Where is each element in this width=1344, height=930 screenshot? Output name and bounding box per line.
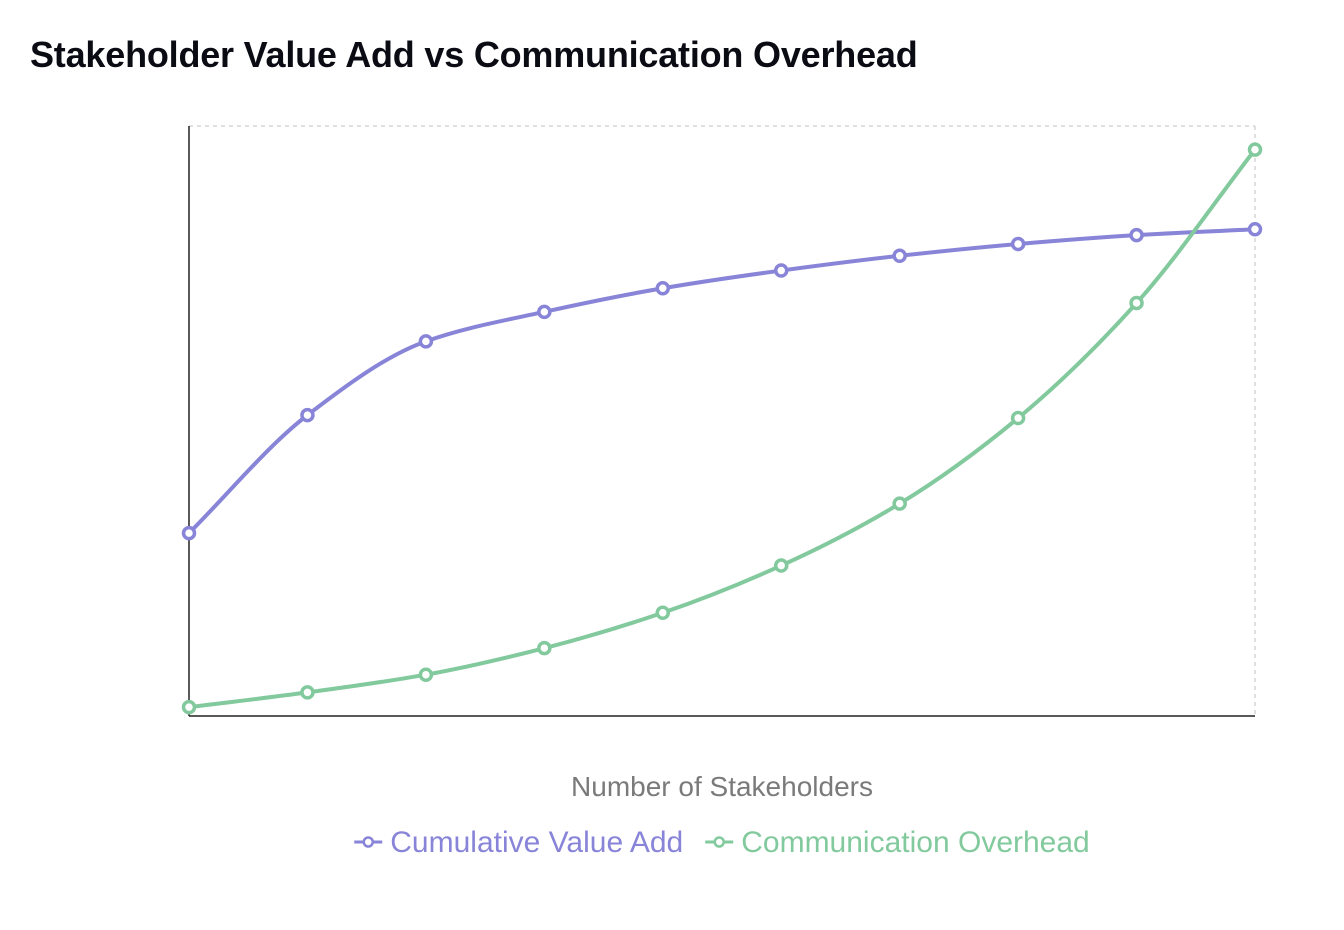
data-point-communication-overhead-6[interactable] bbox=[773, 558, 789, 573]
legend-swatch-marker bbox=[713, 836, 725, 848]
chart-title: Stakeholder Value Add vs Communication O… bbox=[30, 34, 918, 75]
data-point-communication-overhead-8[interactable] bbox=[1010, 410, 1026, 426]
data-point-communication-overhead-4[interactable] bbox=[537, 640, 552, 656]
data-point-cumulative-value-add-2[interactable] bbox=[300, 407, 315, 423]
legend-label: Cumulative Value Add bbox=[390, 826, 683, 859]
data-point-communication-overhead-10[interactable] bbox=[1247, 142, 1263, 157]
data-point-communication-overhead-2[interactable] bbox=[300, 685, 315, 700]
data-point-cumulative-value-add-9[interactable] bbox=[1129, 227, 1144, 243]
series-line-communication-overhead bbox=[187, 147, 1257, 710]
series-communication-overhead bbox=[181, 142, 1263, 715]
data-point-cumulative-value-add-3[interactable] bbox=[418, 334, 434, 349]
x-axis-label: Number of Stakeholders bbox=[571, 771, 873, 802]
data-point-communication-overhead-1[interactable] bbox=[181, 699, 197, 715]
legend-item-cumulative-value-add[interactable]: Cumulative Value Add bbox=[354, 826, 683, 859]
data-point-cumulative-value-add-8[interactable] bbox=[1010, 236, 1026, 252]
series-line-cumulative-value-add bbox=[187, 227, 1257, 536]
data-point-cumulative-value-add-7[interactable] bbox=[892, 248, 907, 264]
legend: Cumulative Value Add Communication Overhe… bbox=[354, 826, 1090, 859]
data-point-cumulative-value-add-6[interactable] bbox=[773, 263, 789, 278]
data-point-cumulative-value-add-1[interactable] bbox=[181, 525, 197, 541]
legend-item-communication-overhead[interactable]: Communication Overhead bbox=[705, 826, 1090, 859]
legend-swatch-marker bbox=[362, 836, 375, 848]
data-point-cumulative-value-add-4[interactable] bbox=[537, 304, 552, 320]
data-point-cumulative-value-add-5[interactable] bbox=[655, 281, 671, 296]
data-point-communication-overhead-7[interactable] bbox=[892, 496, 907, 511]
legend-label: Communication Overhead bbox=[741, 826, 1090, 859]
data-point-communication-overhead-3[interactable] bbox=[418, 667, 434, 682]
data-point-communication-overhead-9[interactable] bbox=[1129, 295, 1144, 311]
plot-frame bbox=[188, 125, 1256, 717]
series-layer bbox=[181, 142, 1263, 715]
series-cumulative-value-add bbox=[181, 222, 1263, 541]
data-point-communication-overhead-5[interactable] bbox=[655, 605, 671, 620]
data-point-cumulative-value-add-10[interactable] bbox=[1247, 222, 1263, 237]
